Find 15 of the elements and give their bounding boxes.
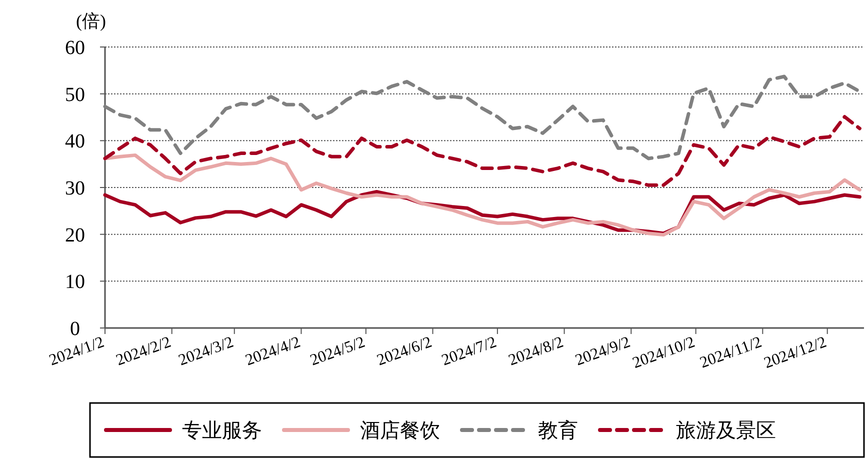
legend-label: 教育 — [538, 419, 578, 442]
line-series — [103, 115, 862, 187]
y-tick-label: 40 — [65, 130, 85, 153]
y-tick-label: 10 — [65, 271, 85, 294]
y-tick-label: 20 — [65, 224, 85, 246]
y-tick-label: 60 — [65, 37, 85, 59]
y-axis-title: (倍) — [76, 11, 106, 31]
legend-label: 专业服务 — [182, 420, 262, 442]
line-series — [103, 74, 862, 160]
legend-label: 旅游及景区 — [676, 420, 776, 442]
legend-label: 酒店餐饮 — [360, 420, 440, 442]
y-tick-label: 50 — [65, 84, 85, 106]
y-tick-label: 0 — [70, 318, 80, 340]
line-series — [103, 153, 862, 237]
y-tick-label: 30 — [65, 178, 85, 200]
